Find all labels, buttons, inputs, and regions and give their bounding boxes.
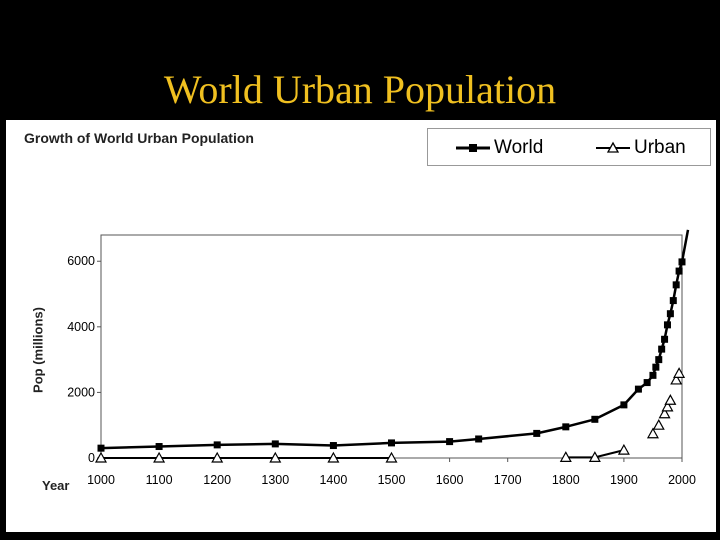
data-point-world	[475, 435, 483, 443]
x-tick-label: 1500	[378, 473, 406, 487]
data-point-world	[97, 444, 105, 452]
data-point-world	[634, 385, 642, 393]
x-tick-label: 1900	[610, 473, 638, 487]
data-point-world	[388, 439, 395, 447]
y-tick-label: 4000	[67, 320, 95, 334]
data-point-world	[655, 356, 663, 364]
data-point-urban	[652, 418, 665, 430]
data-point-urban	[658, 407, 671, 419]
chart-legend: World Urban	[427, 128, 711, 166]
legend-swatch-world	[456, 144, 490, 152]
data-point-world	[562, 423, 570, 431]
data-point-world	[271, 440, 279, 448]
data-point-urban	[617, 443, 630, 455]
data-point-world	[643, 379, 651, 387]
data-point-urban	[661, 400, 674, 412]
x-tick-label: 1700	[494, 473, 522, 487]
plot-area	[100, 234, 683, 459]
x-tick-label: 1300	[261, 473, 289, 487]
legend-label-world: World	[494, 137, 544, 158]
data-point-world	[658, 345, 666, 353]
data-point-world	[663, 321, 671, 329]
data-point-urban	[327, 451, 340, 463]
data-point-world	[672, 281, 680, 289]
data-point-world	[446, 438, 454, 446]
x-tick-label: 1000	[87, 473, 115, 487]
data-point-world	[678, 258, 686, 266]
y-tick-label: 2000	[67, 385, 95, 399]
data-point-urban	[559, 451, 572, 462]
data-point-urban	[153, 451, 166, 463]
data-point-world	[649, 371, 657, 379]
y-tick-label: 6000	[67, 254, 95, 268]
data-point-world	[669, 297, 677, 305]
chart-svg: 0 2000 4000 6000 1000 1100 1200 1300 1400 1500 160…	[67, 229, 696, 487]
data-point-urban	[646, 427, 659, 439]
data-point-world	[661, 335, 669, 343]
data-point-urban	[269, 451, 282, 463]
data-point-urban	[664, 394, 677, 405]
data-point-world	[652, 363, 660, 371]
x-axis-label: Year	[42, 478, 70, 493]
y-axis-label: Pop (millions)	[30, 307, 46, 393]
x-tick-label: 1600	[436, 473, 464, 487]
data-point-urban	[588, 451, 601, 462]
data-point-world	[533, 429, 541, 437]
slide-title: World Urban Population	[163, 67, 557, 112]
x-tick-label: 1800	[552, 473, 580, 487]
legend-swatch-urban	[596, 141, 630, 153]
x-tick-label: 1400	[319, 473, 347, 487]
data-point-urban	[94, 451, 108, 463]
x-tick-label: 1100	[146, 473, 173, 487]
data-point-urban	[673, 367, 686, 378]
series-line-urban	[594, 449, 625, 459]
data-point-world	[591, 415, 599, 423]
data-point-world	[675, 267, 683, 275]
y-tick-label: 0	[88, 451, 95, 465]
data-point-world	[155, 443, 163, 451]
data-point-urban	[670, 373, 683, 385]
chart-panel: 0 2000 4000 6000 1000 1100 1200 1300 1400 1500 160…	[6, 120, 716, 532]
x-tick-label: 1200	[203, 473, 231, 487]
x-tick-label: 2000	[668, 473, 696, 487]
legend-label-urban: Urban	[634, 137, 686, 158]
data-point-world	[620, 401, 628, 409]
chart-title: Growth of World Urban Population	[24, 130, 254, 146]
data-point-urban	[385, 451, 398, 463]
data-point-urban	[211, 451, 224, 463]
data-point-world	[666, 310, 674, 318]
data-point-world	[329, 442, 337, 450]
data-point-world	[213, 441, 221, 449]
